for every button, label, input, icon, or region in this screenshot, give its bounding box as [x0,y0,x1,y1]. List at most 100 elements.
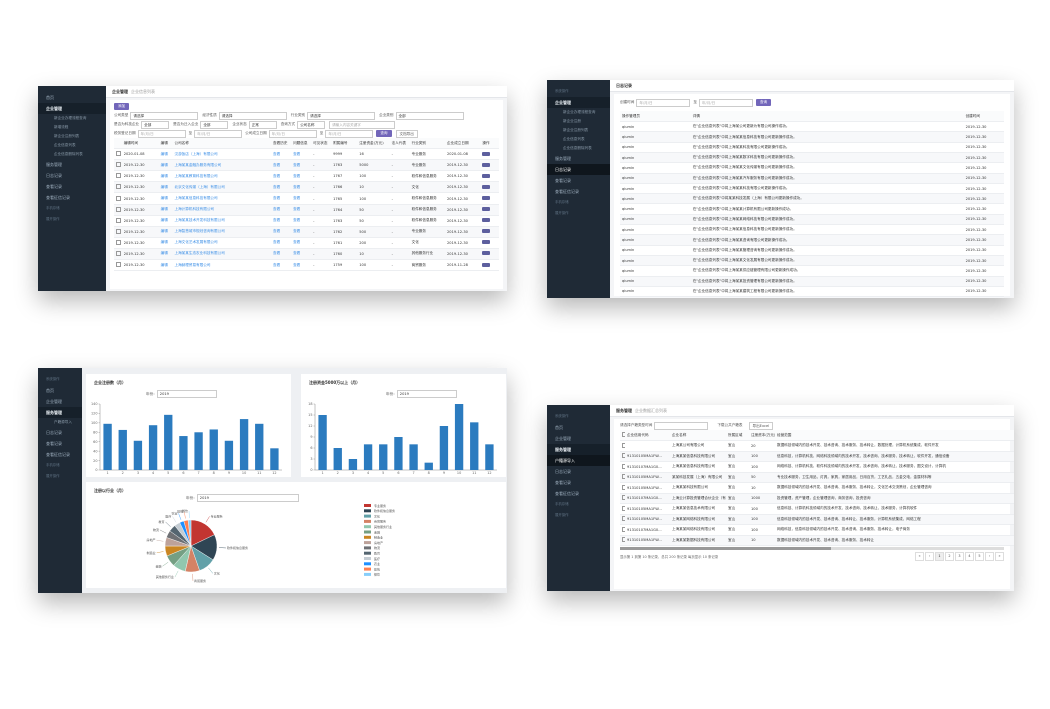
sidebar-item[interactable]: 企业管理 [555,436,571,441]
cell-link[interactable]: 编辑 [158,181,173,194]
sidebar-item[interactable]: 系统操作 [555,89,569,93]
table-row[interactable]: 2019-12-30 编辑 上海某某生态农业科技有限公司 查看 查看 -1760 10- 其他… [114,248,499,261]
column-header[interactable]: 法人代表 [389,138,410,150]
action-button[interactable] [482,229,491,234]
cell-link[interactable]: 查看 [291,204,312,216]
row-checkbox[interactable] [622,463,625,469]
row-checkbox-cell[interactable] [114,259,122,272]
sidebar-item[interactable]: 展开操作 [555,211,569,215]
row-checkbox-cell[interactable] [620,451,625,463]
cell-link[interactable]: 查看 [291,192,312,205]
cell-link[interactable]: 查看 [271,181,292,194]
column-header[interactable]: 所属区域 [726,430,749,442]
row-checkbox[interactable] [116,151,121,157]
table-row[interactable]: 91310105MA1FW... 某某科技发展（上海）有限公司 宝山 50 专业技术服务… [620,472,1014,484]
table-row[interactable]: 2019-12-30 编辑 上海文化艺术发展有限公司 查看 查看 -1761 200- 文化 2… [114,237,499,249]
cell-link[interactable]: 编辑 [158,148,173,161]
table-row[interactable]: 91310107MA1G0... 上海某某信息科技有限公司 宝山 100 网络科技、计算… [620,461,1014,473]
filter-select[interactable]: 请选择 [130,111,199,120]
column-header[interactable] [114,138,122,150]
sidebar-item[interactable]: 企业信息删除列表 [563,146,592,150]
cell-link[interactable]: 编辑 [158,159,173,172]
table-row[interactable]: 91310105MA1FW... 上海某某网络科技有限公司 宝山 100 信息科技领域内… [620,514,1014,526]
column-header[interactable]: 企业成立日期 [445,138,481,150]
cell-link[interactable]: 查看 [291,259,312,272]
page-button[interactable]: ‹ [925,552,934,562]
sidebar-item[interactable]: 查看征信记录 [555,189,579,194]
filter-select[interactable]: 请选择 [307,111,376,120]
row-checkbox[interactable] [622,453,625,459]
cell-link[interactable]: 编辑 [158,248,173,261]
cell-link[interactable]: 编辑 [158,237,173,249]
sidebar-item[interactable]: 新企业办理流程查询 [563,110,596,114]
cell-link[interactable]: 查看 [291,170,312,183]
column-header[interactable]: 问题信息 [291,138,312,150]
row-checkbox[interactable] [622,495,625,501]
row-checkbox-cell[interactable] [620,440,625,452]
tax-date-start-input[interactable]: 年/月/日 [137,129,186,138]
column-header[interactable]: 编辑 [158,138,173,150]
sidebar-item[interactable]: 服务管理 [555,156,571,161]
cell-link[interactable]: 北京文化传媒（上海）有限公司 [172,181,272,194]
table-row[interactable]: 91310105MA1FW... 上海某某数据科技有限公司 宝山 10 数据科技领域内的… [620,535,1014,547]
row-checkbox[interactable] [116,173,121,179]
sidebar-item[interactable]: 日志记录 [555,469,571,474]
column-header[interactable]: 操作 [480,138,499,150]
row-checkbox-cell[interactable] [620,514,625,526]
household-time-input[interactable] [654,421,709,430]
cell-link[interactable]: 上海某某信息科技有限公司 [172,192,272,205]
page-button[interactable]: « [915,552,924,562]
table-row[interactable]: 91310105MA1FW... 上海某某信息技术有限公司 宝山 100 信息科技、计算… [620,503,1014,515]
row-checkbox[interactable] [116,195,121,201]
sidebar-item[interactable]: 系统操作 [555,414,569,418]
cell-link[interactable]: 上海某某技术开发科技有限公司 [172,215,272,227]
sidebar-item[interactable]: 手机存储 [555,200,569,204]
action-button[interactable] [482,240,491,245]
search-input[interactable]: 请输入内容关键字 [329,120,396,129]
cell-link[interactable]: 查看 [291,159,312,172]
row-checkbox-cell[interactable] [620,493,625,505]
row-checkbox[interactable] [622,474,625,480]
table-row[interactable]: 91310107MA1G0... 上海某某网络科技有限公司 宝山 100 网络科技，信息… [620,524,1014,536]
sidebar-item[interactable]: 展开操作 [46,474,60,478]
cell-link[interactable]: 查看 [291,237,312,249]
row-checkbox-cell[interactable] [620,461,625,473]
cell-link[interactable]: 编辑 [158,204,173,216]
cell-link[interactable]: 编辑 [158,226,173,238]
table-row[interactable]: 2019-12-30 编辑 上海某某信息科技有限公司 查看 查看 -1765 100- 软件和… [114,192,499,205]
cell-link[interactable]: 汉游饭店（上海）有限公司 [172,148,272,161]
row-checkbox[interactable] [116,239,121,245]
filter-select[interactable]: 全部 [141,120,170,129]
sidebar-item[interactable]: 服务管理 [38,407,82,418]
cell-link[interactable]: 编辑 [158,192,173,205]
cell-link[interactable]: 编辑 [158,170,173,183]
row-checkbox[interactable] [116,184,121,190]
column-header[interactable]: 注册资金(万元) [357,138,390,150]
sidebar-item[interactable]: 企业信息列表 [563,137,585,141]
sidebar-item[interactable]: 户籍源导入 [547,455,610,466]
search-button[interactable]: 查询 [755,99,772,106]
row-checkbox-cell[interactable] [114,148,122,161]
cell-link[interactable]: 查看 [271,226,292,238]
row-checkbox-cell[interactable] [620,535,625,547]
found-date-start-input[interactable]: 年/月/日 [268,129,317,138]
row-checkbox[interactable] [116,228,121,234]
cell-link[interactable]: 查看 [271,259,292,272]
search-button[interactable]: 查询 [376,130,392,137]
column-header[interactable]: 公司名称 [172,138,272,150]
row-checkbox-cell[interactable] [114,248,122,261]
cell-link[interactable]: 查看 [291,248,312,261]
page-button[interactable]: 3 [955,552,964,562]
row-checkbox-cell[interactable] [114,226,122,238]
action-button[interactable] [482,196,491,201]
column-header[interactable]: 附属编号 [331,138,358,150]
row-checkbox-cell[interactable] [620,472,625,484]
filter-select[interactable]: 请选择 [218,111,287,120]
sidebar-item[interactable]: 查看记录 [46,441,62,446]
cell-link[interactable]: 上海某某金融办服务有限公司 [172,159,272,172]
filter-select[interactable]: 全部 [200,120,229,129]
column-header[interactable]: 企业名称 [670,430,726,442]
sidebar-item[interactable]: 手机存储 [46,206,60,210]
column-header[interactable]: 查看历史 [271,138,292,150]
row-checkbox-cell[interactable] [114,159,122,172]
